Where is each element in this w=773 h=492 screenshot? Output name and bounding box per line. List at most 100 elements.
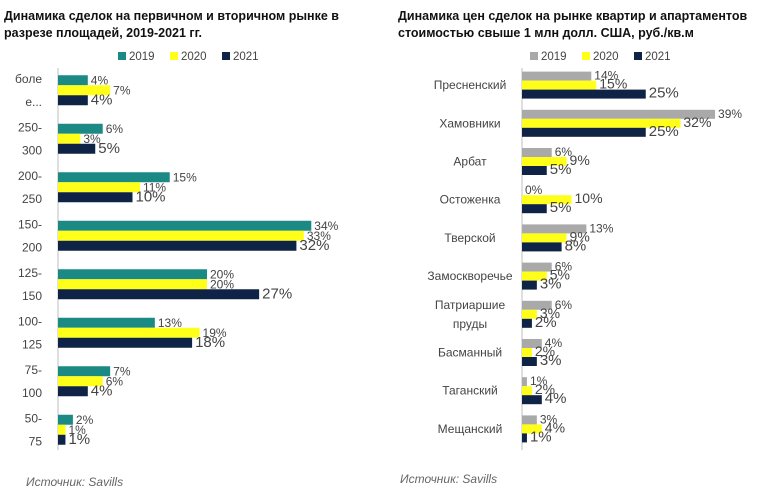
left-source-note: Источник: Savills: [26, 475, 124, 489]
left-category-label-line: 150: [22, 289, 42, 303]
left-data-label-2020: 19%: [203, 326, 227, 340]
right-category-label: Хамовники: [439, 116, 500, 130]
left-data-label-2019: 6%: [106, 122, 124, 136]
right-bar-2020: [522, 157, 567, 166]
right-legend-label-2019: 2019: [541, 51, 567, 63]
left-bar-2019: [58, 269, 207, 280]
left-category-label-line: 200: [22, 240, 42, 254]
left-category-label-line: 75: [29, 434, 43, 448]
left-category-label-line: е...: [25, 95, 42, 109]
right-bar-2019: [522, 148, 552, 157]
right-bar-2020: [522, 348, 532, 357]
left-data-label-2021: 32%: [299, 237, 329, 254]
right-bar-2019: [522, 415, 537, 425]
left-bar-2020: [58, 376, 103, 387]
left-category-label: 50- 75: [25, 411, 43, 448]
right-category-label: Пресненский: [434, 78, 507, 92]
right-bar-2020: [522, 80, 597, 90]
left-category-label: 75- 100: [22, 363, 42, 400]
right-category-label-line: Патриаршие: [435, 298, 506, 312]
left-data-label-2019: 20%: [210, 267, 234, 281]
right-bar-2020: [522, 233, 567, 243]
left-bar-2019: [58, 220, 312, 231]
right-chart-title: Динамика цен сделок на рынке квартир и а…: [398, 9, 748, 40]
right-bar-2020: [522, 424, 542, 434]
right-bar-2021: [522, 204, 547, 214]
left-category-label-line: 250-: [18, 120, 42, 134]
right-bar-2020: [522, 271, 547, 281]
right-category-label-line: пруды: [453, 317, 487, 331]
left-data-label-2020: 20%: [210, 277, 234, 291]
left-data-label-2019: 2%: [76, 413, 94, 427]
left-data-label-2021: 4%: [91, 91, 113, 108]
right-category-label-line: Мещанский: [438, 422, 503, 436]
right-data-label-2020: 5%: [550, 267, 570, 283]
left-data-label-2021: 18%: [195, 334, 225, 351]
right-bar-2019: [522, 71, 592, 81]
left-data-label-2021: 5%: [98, 140, 120, 157]
right-category-label: Мещанский: [438, 422, 503, 436]
right-category-label: Басманный: [438, 346, 502, 360]
right-category-label: Тверской: [444, 231, 495, 245]
left-category-label-line: 125: [22, 337, 42, 351]
left-category-label-line: боле: [15, 72, 42, 86]
left-data-label-2021: 27%: [262, 285, 292, 302]
right-category-label-line: Замоскворечье: [427, 269, 512, 283]
left-bar-2020: [58, 182, 140, 193]
left-legend-swatch-2019: [118, 52, 126, 60]
left-data-label-2019: 13%: [158, 316, 182, 330]
left-data-label-2019: 7%: [113, 364, 131, 378]
right-data-label-2020: 9%: [570, 152, 590, 168]
right-data-label-2019: 3%: [540, 412, 558, 426]
right-bar-2019: [522, 377, 527, 387]
left-data-label-2020: 7%: [113, 83, 131, 97]
right-bar-2021: [522, 318, 532, 328]
right-data-label-2020: 3%: [540, 305, 560, 321]
right-category-label-line: Басманный: [438, 346, 502, 360]
left-bar-2019: [58, 75, 88, 86]
right-category-label: Арбат: [453, 155, 487, 169]
right-bar-2019: [522, 109, 716, 119]
right-category-label-line: Пресненский: [434, 78, 507, 92]
right-bar-2021: [522, 127, 646, 137]
right-category-label: Патриаршие пруды: [435, 298, 506, 331]
left-data-label-2019: 4%: [91, 73, 109, 87]
left-legend-label-2019: 2019: [129, 51, 155, 63]
left-category-label-line: 50-: [25, 411, 42, 425]
right-bar-2021: [522, 357, 537, 366]
right-category-label-line: Арбат: [453, 155, 487, 169]
left-legend-label-2021: 2021: [233, 51, 259, 63]
right-bar-2021: [522, 280, 537, 290]
left-legend-label-2020: 2020: [181, 51, 207, 63]
right-legend-label-2020: 2020: [593, 51, 619, 63]
left-bar-2021: [58, 192, 133, 203]
right-data-label-2021: 25%: [649, 85, 679, 102]
left-bar-2019: [58, 123, 103, 134]
right-data-label-2021: 4%: [545, 390, 567, 407]
left-category-label-line: 100-: [18, 314, 42, 328]
right-data-label-2020: 2%: [535, 343, 555, 359]
right-data-label-2021: 5%: [550, 161, 572, 178]
right-data-label-2020: 32%: [683, 114, 711, 130]
left-bar-2020: [58, 85, 111, 96]
right-legend-swatch-2019: [530, 52, 538, 60]
right-source-note: Источник: Savills: [400, 472, 498, 486]
left-category-label: 150- 200: [18, 217, 42, 254]
right-data-label-2021: 8%: [565, 237, 587, 254]
right-bar-2019: [522, 339, 542, 348]
right-category-label-line: Остоженка: [440, 193, 501, 207]
left-bar-2020: [58, 424, 66, 435]
right-data-label-2019: 6%: [555, 298, 573, 312]
right-data-label-2020: 10%: [575, 190, 603, 206]
left-category-label-line: 150-: [18, 217, 42, 231]
left-category-label: 125- 150: [18, 266, 42, 303]
left-bar-2020: [58, 133, 81, 144]
left-bar-2021: [58, 434, 66, 445]
right-data-label-2019: 6%: [555, 145, 573, 159]
left-bar-2021: [58, 143, 96, 154]
left-bar-2020: [58, 327, 200, 338]
right-data-label-2021: 25%: [649, 123, 679, 140]
right-bar-2020: [522, 118, 681, 128]
left-data-label-2020: 11%: [143, 180, 166, 194]
